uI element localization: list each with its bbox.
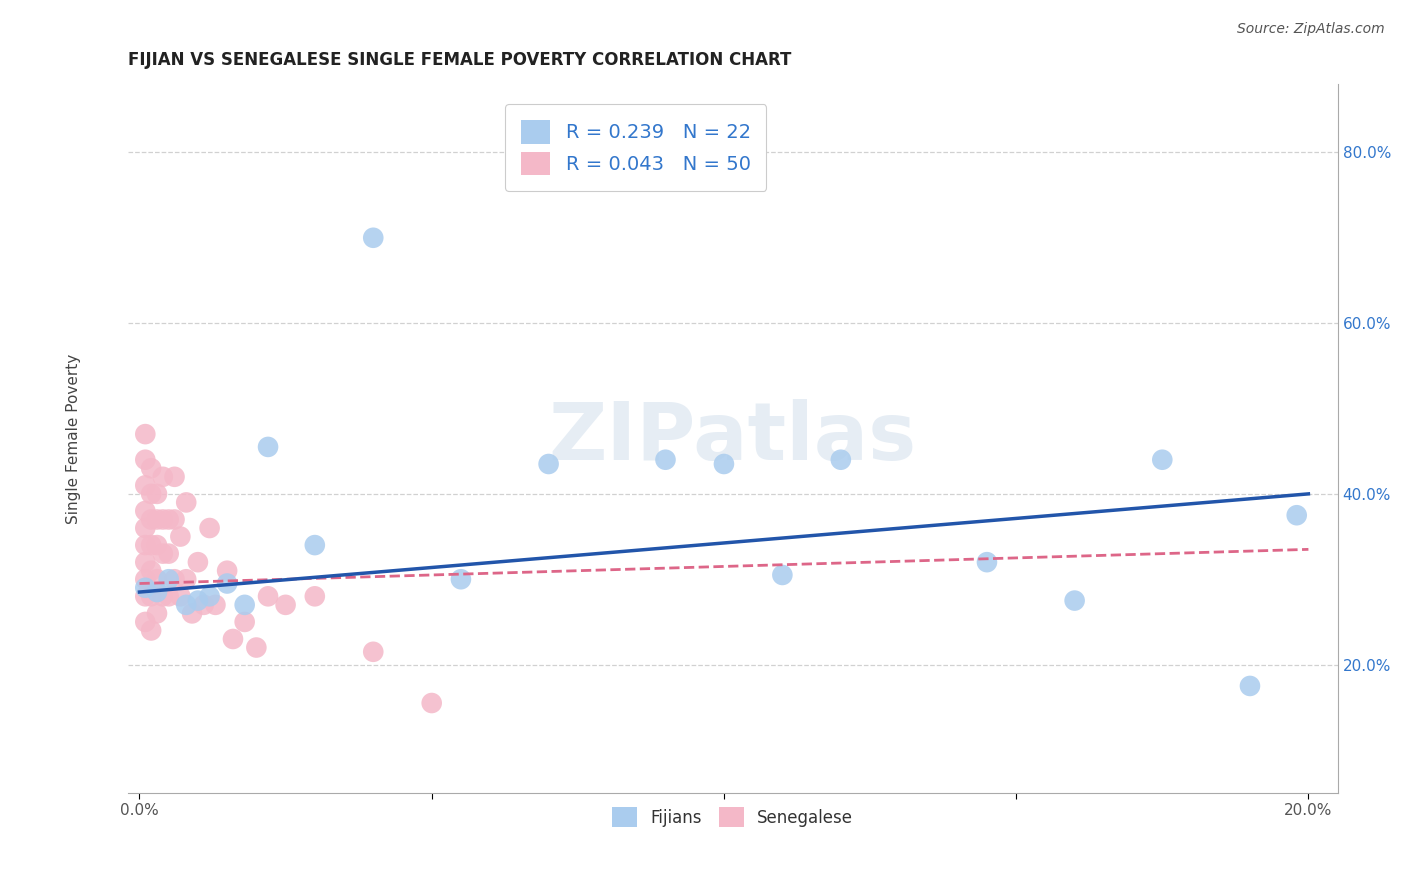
Point — [420, 696, 443, 710]
Point — [198, 590, 221, 604]
Point — [169, 530, 191, 544]
Text: FIJIAN VS SENEGALESE SINGLE FEMALE POVERTY CORRELATION CHART: FIJIAN VS SENEGALESE SINGLE FEMALE POVER… — [128, 51, 792, 69]
Point — [174, 495, 197, 509]
Point — [157, 590, 180, 604]
Point — [146, 572, 169, 586]
Point — [222, 632, 245, 646]
Point — [157, 572, 180, 586]
Point — [152, 512, 174, 526]
Point — [976, 555, 998, 569]
Point — [181, 607, 204, 621]
Point — [141, 512, 163, 526]
Point — [134, 581, 156, 595]
Point — [134, 590, 156, 604]
Point — [134, 504, 156, 518]
Point — [187, 555, 209, 569]
Point — [1285, 508, 1308, 523]
Point — [217, 564, 239, 578]
Point — [157, 547, 180, 561]
Point — [163, 512, 186, 526]
Point — [187, 593, 209, 607]
Point — [174, 598, 197, 612]
Point — [537, 457, 560, 471]
Point — [450, 572, 472, 586]
Point — [1239, 679, 1261, 693]
Point — [257, 440, 280, 454]
Point — [174, 572, 197, 586]
Point — [163, 572, 186, 586]
Point — [134, 538, 156, 552]
Point — [152, 590, 174, 604]
Point — [217, 576, 239, 591]
Point — [146, 512, 169, 526]
Point — [198, 521, 221, 535]
Legend: Fijians, Senegalese: Fijians, Senegalese — [606, 800, 860, 834]
Point — [163, 470, 186, 484]
Point — [204, 598, 226, 612]
Point — [361, 645, 384, 659]
Point — [141, 564, 163, 578]
Text: Source: ZipAtlas.com: Source: ZipAtlas.com — [1237, 22, 1385, 37]
Point — [274, 598, 297, 612]
Point — [134, 521, 156, 535]
Point — [713, 457, 735, 471]
Point — [134, 615, 156, 629]
Point — [134, 452, 156, 467]
Point — [146, 487, 169, 501]
Point — [146, 585, 169, 599]
Point — [146, 538, 169, 552]
Point — [157, 512, 180, 526]
Point — [245, 640, 267, 655]
Point — [141, 590, 163, 604]
Point — [770, 568, 793, 582]
Point — [134, 427, 156, 442]
Point — [1063, 593, 1085, 607]
Point — [304, 590, 326, 604]
Point — [233, 615, 256, 629]
Text: Single Female Poverty: Single Female Poverty — [66, 353, 80, 524]
Point — [361, 231, 384, 245]
Point — [134, 572, 156, 586]
Point — [830, 452, 852, 467]
Point — [141, 487, 163, 501]
Point — [134, 555, 156, 569]
Point — [141, 538, 163, 552]
Point — [134, 478, 156, 492]
Point — [654, 452, 676, 467]
Point — [152, 470, 174, 484]
Point — [152, 547, 174, 561]
Point — [257, 590, 280, 604]
Point — [169, 590, 191, 604]
Point — [141, 624, 163, 638]
Point — [141, 461, 163, 475]
Point — [1152, 452, 1174, 467]
Point — [304, 538, 326, 552]
Point — [233, 598, 256, 612]
Point — [193, 598, 215, 612]
Point — [146, 607, 169, 621]
Text: ZIPatlas: ZIPatlas — [548, 400, 917, 477]
